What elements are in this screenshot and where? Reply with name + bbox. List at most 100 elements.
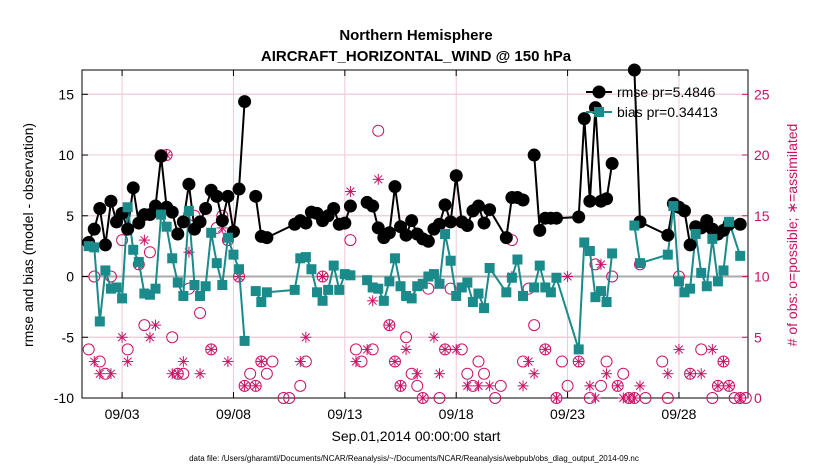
bias-point [156, 209, 167, 220]
bias-point [323, 284, 334, 295]
assimilated-obs-marker [367, 295, 379, 307]
asterisk-stroke [418, 393, 428, 403]
asterisk-stroke [140, 235, 149, 245]
asterisk-stroke [95, 369, 105, 378]
asterisk-stroke [596, 260, 606, 269]
asterisk-stroke [106, 369, 116, 378]
assimilated-obs-marker [194, 368, 206, 380]
possible-obs-marker [143, 246, 156, 259]
x-tick-label: 09/18 [439, 406, 474, 422]
rmse-point [210, 189, 224, 203]
bias-point [211, 258, 222, 269]
possible-obs-marker [472, 355, 485, 368]
legend: rmse pr=5.4846 bias pr=0.34413 [586, 84, 718, 120]
asterisk-stroke [117, 333, 127, 342]
bias-point [89, 242, 100, 253]
bias-point [334, 284, 345, 295]
bias-point [222, 232, 233, 243]
assimilated-obs-marker [484, 380, 496, 392]
bias-point [434, 278, 445, 289]
bias-point [534, 260, 545, 271]
rmse-point [605, 157, 619, 171]
rmse-point [126, 181, 140, 195]
assimilated-obs-marker [517, 380, 529, 392]
possible-obs-marker [372, 124, 385, 137]
rmse-point [471, 199, 485, 213]
bias-point [384, 276, 395, 287]
bias-point [662, 249, 673, 260]
rmse-point [182, 177, 196, 191]
asterisk-stroke [362, 345, 372, 354]
possible-obs-marker [706, 392, 719, 404]
rmse-point [338, 216, 352, 230]
assimilated-obs-marker [144, 331, 156, 343]
assimilated-obs-marker [595, 258, 607, 270]
rmse-point [533, 223, 547, 237]
assimilated-obs-marker [562, 271, 574, 283]
asterisk-stroke [223, 357, 233, 366]
bias-point [144, 289, 155, 300]
y-tick-label-right: 5 [754, 329, 762, 345]
rmse-point [343, 199, 357, 213]
rmse-point [577, 112, 591, 126]
possible-obs-marker [411, 379, 424, 392]
rmse-point [193, 215, 207, 229]
rmse-point [215, 214, 229, 228]
legend-bias-marker [594, 107, 604, 117]
y-tick-label-right: 20 [754, 147, 770, 163]
assimilated-obs-marker [472, 380, 484, 392]
bias-point [506, 272, 517, 283]
possible-obs-marker [121, 343, 134, 356]
y-tick-label-right: 25 [754, 86, 770, 102]
bias-point [239, 335, 250, 346]
possible-obs-marker [695, 343, 708, 356]
bias-point [289, 284, 300, 295]
assimilated-obs-marker [344, 185, 356, 197]
assimilated-obs-marker [717, 356, 729, 368]
bias-point [473, 288, 484, 299]
bias-point [200, 281, 211, 292]
bias-point [389, 253, 400, 264]
y-axis-label-right: # of obs: o=possible; ∗=assimilated [784, 124, 800, 347]
bias-point [685, 283, 696, 294]
rmse-point [154, 149, 168, 163]
bias-point [395, 281, 406, 292]
asterisk-stroke [563, 272, 572, 281]
assimilated-obs-marker [239, 380, 251, 392]
y-tick-label-left: -10 [54, 390, 74, 406]
bias-point [551, 272, 562, 283]
assimilated-obs-marker [255, 356, 267, 368]
bias-point [696, 267, 707, 278]
rmse-point [371, 221, 385, 235]
bias-point [362, 275, 373, 286]
y-tick-label-left: 0 [66, 269, 74, 285]
possible-obs-marker [138, 319, 151, 332]
assimilated-obs-marker [205, 343, 217, 355]
asterisk-stroke [574, 357, 583, 366]
bias-point [724, 216, 735, 227]
assimilated-obs-marker [573, 356, 585, 368]
asterisk-stroke [451, 345, 461, 354]
possible-obs-marker [528, 319, 541, 332]
bias-point [217, 280, 228, 291]
assimilated-obs-marker [94, 368, 106, 380]
y-tick-label-left: 10 [58, 147, 74, 163]
rmse-point [499, 231, 513, 245]
legend-bias-label: bias pr=0.34413 [617, 104, 718, 120]
bias-point [440, 229, 451, 239]
rmse-point [583, 194, 597, 208]
assimilated-obs-marker [372, 173, 384, 185]
assimilated-obs-marker [177, 356, 189, 368]
chart-title: Northern Hemisphere [339, 27, 492, 44]
rmse-point [171, 227, 185, 241]
bias-point [378, 295, 389, 306]
bias-point [634, 258, 645, 269]
bias-point [512, 254, 523, 265]
assimilated-obs-marker [439, 343, 451, 355]
possible-obs-marker [344, 234, 357, 247]
assimilated-obs-marker [150, 319, 162, 331]
assimilated-obs-marker [383, 319, 395, 331]
bias-point [479, 303, 490, 314]
bias-point [161, 221, 172, 232]
